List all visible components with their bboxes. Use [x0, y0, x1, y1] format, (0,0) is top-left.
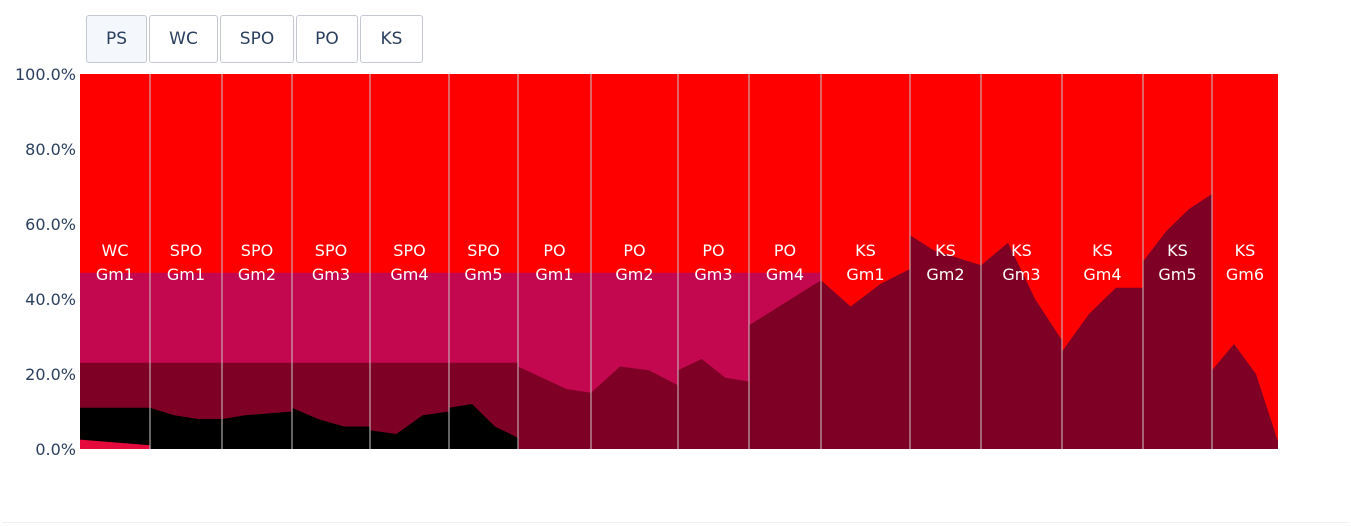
y-tick-label: 20.0%: [25, 365, 76, 384]
filter-button-spo[interactable]: SPO: [220, 15, 294, 63]
area-lowest-game-6: [449, 404, 518, 449]
area-lower-middle-game-10: [749, 280, 821, 449]
filter-button-po[interactable]: PO: [296, 15, 358, 63]
game-label: SPO Gm4: [390, 241, 428, 284]
area-lowest-game-2: [150, 407, 222, 449]
game-label: SPO Gm2: [238, 241, 276, 284]
game-label: PO Gm1: [535, 241, 573, 284]
filter-button-wc[interactable]: WC: [149, 15, 218, 63]
game-label: SPO Gm5: [464, 241, 502, 284]
game-label: KS Gm4: [1083, 241, 1121, 284]
game-label: KS Gm3: [1002, 241, 1040, 284]
area-lowest-game-5: [370, 411, 449, 449]
area-lower-middle-game-7: [518, 366, 591, 449]
game-label: SPO Gm3: [312, 241, 350, 284]
area-lower-middle-game-9: [678, 359, 749, 449]
game-label: PO Gm4: [766, 241, 804, 284]
game-label: WC Gm1: [96, 241, 134, 284]
game-label: KS Gm5: [1158, 241, 1196, 284]
area-lower-middle-game-15: [1143, 194, 1212, 449]
game-label: PO Gm2: [615, 241, 653, 284]
area-lower-middle-game-11: [821, 269, 910, 449]
area-lower-middle-game-16: [1212, 344, 1278, 449]
game-label: KS Gm1: [846, 241, 884, 284]
area-bottom-sliver-game-1: [80, 439, 150, 449]
filter-button-ps[interactable]: PS: [86, 15, 147, 63]
game-label: KS Gm2: [926, 241, 964, 284]
area-lowest-game-4: [292, 407, 370, 449]
y-tick-label: 40.0%: [25, 290, 76, 309]
area-lower-middle-game-12: [910, 235, 981, 449]
game-label: KS Gm6: [1226, 241, 1264, 284]
area-lowest-game-3: [222, 411, 292, 449]
area-lower-middle-game-14: [1062, 287, 1143, 449]
y-tick-label: 0.0%: [35, 440, 76, 459]
area-lower-middle-game-8: [591, 366, 678, 449]
area-lowest-game-1: [80, 407, 150, 449]
game-label: PO Gm3: [694, 241, 732, 284]
y-tick-label: 100.0%: [15, 65, 76, 84]
filter-button-ks[interactable]: KS: [360, 15, 423, 63]
y-tick-label: 80.0%: [25, 140, 76, 159]
area-lower-middle-game-13: [981, 242, 1062, 449]
y-tick-label: 60.0%: [25, 215, 76, 234]
game-label: SPO Gm1: [167, 241, 205, 284]
